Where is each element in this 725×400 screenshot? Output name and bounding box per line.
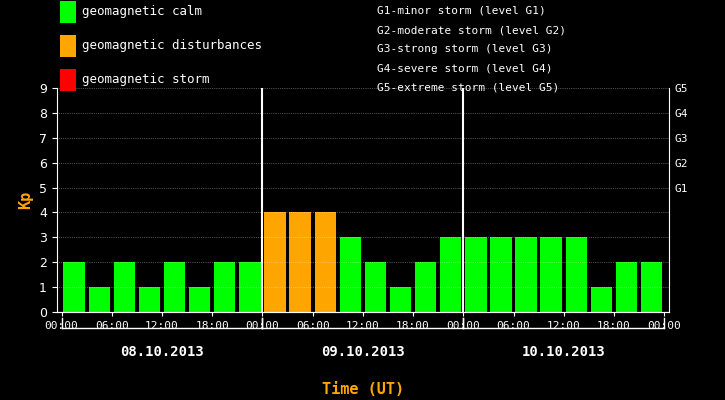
- Bar: [390, 287, 411, 312]
- Text: G5-extreme storm (level G5): G5-extreme storm (level G5): [377, 83, 559, 93]
- Bar: [265, 212, 286, 312]
- Text: 10.10.2013: 10.10.2013: [522, 345, 605, 359]
- Text: Time (UT): Time (UT): [322, 382, 404, 398]
- Bar: [339, 237, 361, 312]
- Bar: [415, 262, 436, 312]
- Bar: [365, 262, 386, 312]
- Bar: [214, 262, 236, 312]
- Bar: [239, 262, 260, 312]
- Bar: [566, 237, 587, 312]
- Text: geomagnetic storm: geomagnetic storm: [82, 74, 210, 86]
- Bar: [138, 287, 160, 312]
- Bar: [114, 262, 135, 312]
- Bar: [490, 237, 512, 312]
- Bar: [64, 262, 85, 312]
- Text: 08.10.2013: 08.10.2013: [120, 345, 204, 359]
- Text: G3-strong storm (level G3): G3-strong storm (level G3): [377, 44, 552, 54]
- Text: G1-minor storm (level G1): G1-minor storm (level G1): [377, 6, 546, 16]
- Bar: [88, 287, 110, 312]
- Text: geomagnetic calm: geomagnetic calm: [82, 6, 202, 18]
- Bar: [465, 237, 486, 312]
- Bar: [515, 237, 536, 312]
- Text: 09.10.2013: 09.10.2013: [321, 345, 405, 359]
- Y-axis label: Kp: Kp: [18, 191, 33, 209]
- Bar: [189, 287, 210, 312]
- Text: G4-severe storm (level G4): G4-severe storm (level G4): [377, 64, 552, 74]
- Bar: [315, 212, 336, 312]
- Bar: [591, 287, 612, 312]
- Text: G2-moderate storm (level G2): G2-moderate storm (level G2): [377, 25, 566, 35]
- Bar: [289, 212, 311, 312]
- Bar: [541, 237, 562, 312]
- Text: geomagnetic disturbances: geomagnetic disturbances: [82, 40, 262, 52]
- Bar: [616, 262, 637, 312]
- Bar: [641, 262, 662, 312]
- Bar: [440, 237, 461, 312]
- Bar: [164, 262, 185, 312]
